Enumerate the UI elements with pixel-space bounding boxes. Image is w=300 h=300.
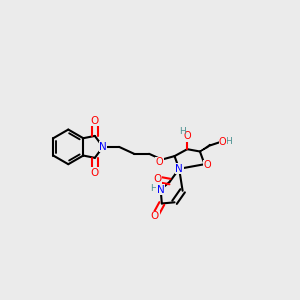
Text: H: H	[179, 128, 186, 136]
Polygon shape	[178, 166, 181, 171]
Text: O: O	[183, 131, 191, 142]
Polygon shape	[200, 144, 210, 152]
Text: O: O	[203, 160, 211, 170]
Text: O: O	[151, 211, 159, 221]
Text: O: O	[219, 137, 226, 147]
Text: H: H	[150, 184, 157, 193]
Text: N: N	[99, 142, 107, 152]
Text: O: O	[156, 158, 163, 167]
Text: O: O	[91, 116, 99, 126]
Text: O: O	[153, 174, 161, 184]
Text: N: N	[157, 184, 164, 195]
Text: N: N	[175, 164, 183, 174]
Text: H: H	[225, 136, 232, 146]
Text: O: O	[91, 168, 99, 178]
